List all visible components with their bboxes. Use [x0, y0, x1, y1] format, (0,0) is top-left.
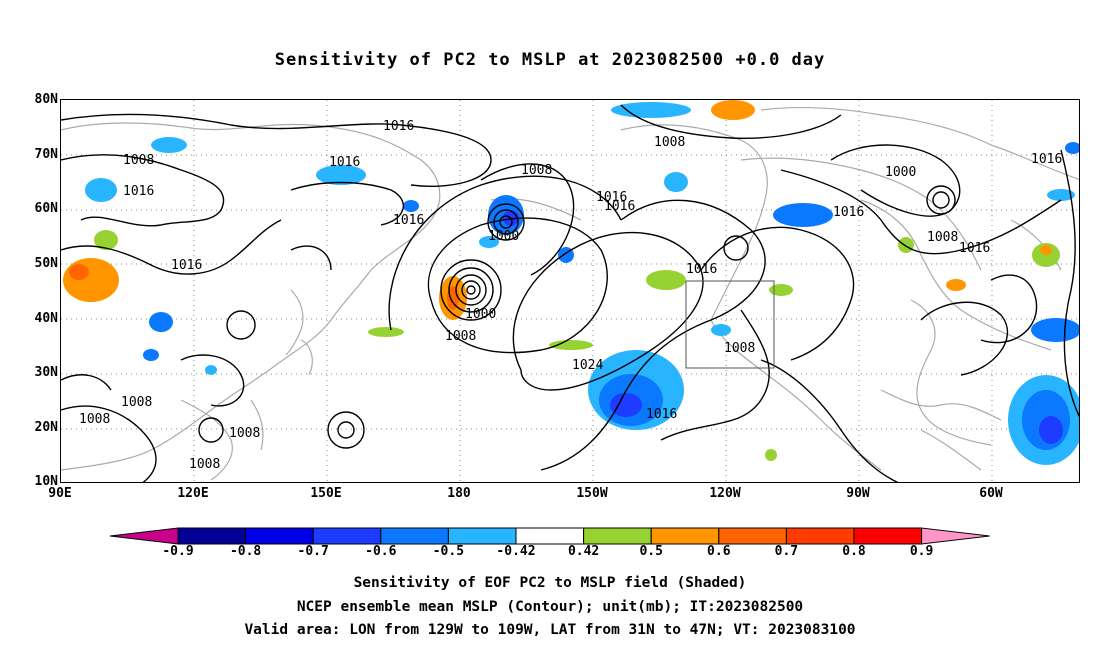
contour-label: 1016 — [596, 190, 627, 205]
contour-label: 1008 — [121, 395, 152, 410]
contour-label: 1008 — [521, 163, 552, 178]
colorbar-box — [177, 527, 247, 545]
caption-line-2: NCEP ensemble mean MSLP (Contour); unit(… — [296, 599, 804, 615]
contour-label: 1008 — [654, 135, 685, 150]
colorbar-tick-label: -0.9 — [162, 544, 194, 559]
mslp-contours — [61, 104, 1079, 482]
lon-label: 120W — [709, 486, 741, 501]
contour-label: 1000 — [488, 229, 519, 244]
contour-label: 1016 — [604, 199, 635, 214]
colorbar-tick-label: -0.8 — [229, 544, 262, 559]
lon-label: 120E — [177, 486, 209, 501]
colorbar-box — [853, 527, 923, 545]
contour-label: 1000 — [885, 165, 916, 180]
contour-label: 1008 — [724, 341, 755, 356]
colorbar-box — [583, 527, 652, 545]
lat-label: 70N — [34, 147, 58, 162]
coastlines — [61, 106, 1079, 481]
lon-label: 150W — [576, 486, 608, 501]
colorbar-tick-label: 0.5 — [639, 544, 663, 559]
sensitivity-shading — [63, 100, 1079, 465]
contour-label: 1016 — [123, 184, 154, 199]
contour-label: 1016 — [959, 241, 990, 256]
contour-label: 1008 — [927, 230, 958, 245]
lat-label: 10N — [34, 474, 58, 489]
contour-label: 1016 — [393, 213, 424, 228]
colorbar-box — [447, 527, 517, 545]
colorbar-tick-label: 0.7 — [774, 544, 799, 559]
lon-label: 90E — [48, 486, 72, 501]
lon-label: 150E — [310, 486, 342, 501]
contour-label: 1016 — [383, 119, 414, 134]
lat-label: 20N — [34, 420, 58, 435]
colorbar-tick-label: -0.6 — [365, 544, 397, 559]
contour-label: 1016 — [833, 205, 864, 220]
lat-label: 40N — [34, 311, 58, 326]
gridlines — [61, 100, 1079, 482]
caption-line-3: Valid area: LON from 129W to 109W, LAT f… — [244, 622, 856, 638]
contour-label: 1024 — [572, 358, 603, 373]
contour-label: 1016 — [171, 258, 202, 273]
lat-label: 80N — [34, 92, 58, 107]
contour-label: 1016 — [646, 407, 677, 422]
valid-area-box — [685, 280, 775, 369]
colorbar-tick-label: 0.8 — [842, 544, 866, 559]
colorbar-tick-label: -0.42 — [496, 544, 536, 559]
contour-label: 1008 — [445, 329, 476, 344]
colorbar-box — [245, 527, 314, 545]
lat-label: 60N — [34, 201, 58, 216]
map-panel: 1016 1008 1016 1016 1016 1016 1008 1016 … — [60, 99, 1080, 483]
lon-label: 180 — [447, 486, 471, 501]
lon-label: 90W — [846, 486, 870, 501]
contour-label: 1000 — [465, 307, 496, 322]
colorbar-tick-label: 0.9 — [909, 544, 934, 559]
contour-label: 1016 — [329, 155, 360, 170]
lat-label: 50N — [34, 256, 58, 271]
colorbar-tick-label: 0.6 — [707, 544, 731, 559]
map-canvas: 1016 1008 1016 1016 1016 1016 1008 1016 … — [61, 100, 1079, 482]
contour-label: 1016 — [686, 262, 717, 277]
plot-title: Sensitivity of PC2 to MSLP at 2023082500… — [274, 50, 826, 70]
colorbar-tick-label: -0.5 — [432, 544, 465, 559]
contour-label: 1008 — [189, 457, 220, 472]
colorbar-box — [380, 527, 449, 545]
contour-label: 1008 — [79, 412, 110, 427]
colorbar-left-arrow — [109, 527, 179, 545]
colorbar-tick-label: -0.7 — [297, 544, 329, 559]
colorbar-right-arrow — [921, 527, 990, 545]
contour-label: 1008 — [229, 426, 260, 441]
colorbar-box — [515, 527, 585, 545]
lat-label: 30N — [34, 365, 58, 380]
colorbar-box — [718, 527, 787, 545]
colorbar-tick-label: 0.42 — [567, 544, 600, 559]
contour-label: 1008 — [123, 153, 154, 168]
caption-line-1: Sensitivity of EOF PC2 to MSLP field (Sh… — [353, 575, 747, 591]
contour-label-group: 1016 1008 1016 1016 1016 1016 1008 1016 … — [79, 119, 1062, 472]
colorbar-box — [650, 527, 720, 545]
colorbar-box — [312, 527, 382, 545]
colorbar-box — [785, 527, 855, 545]
contour-label: 1016 — [1031, 152, 1062, 167]
lon-label: 60W — [979, 486, 1003, 501]
